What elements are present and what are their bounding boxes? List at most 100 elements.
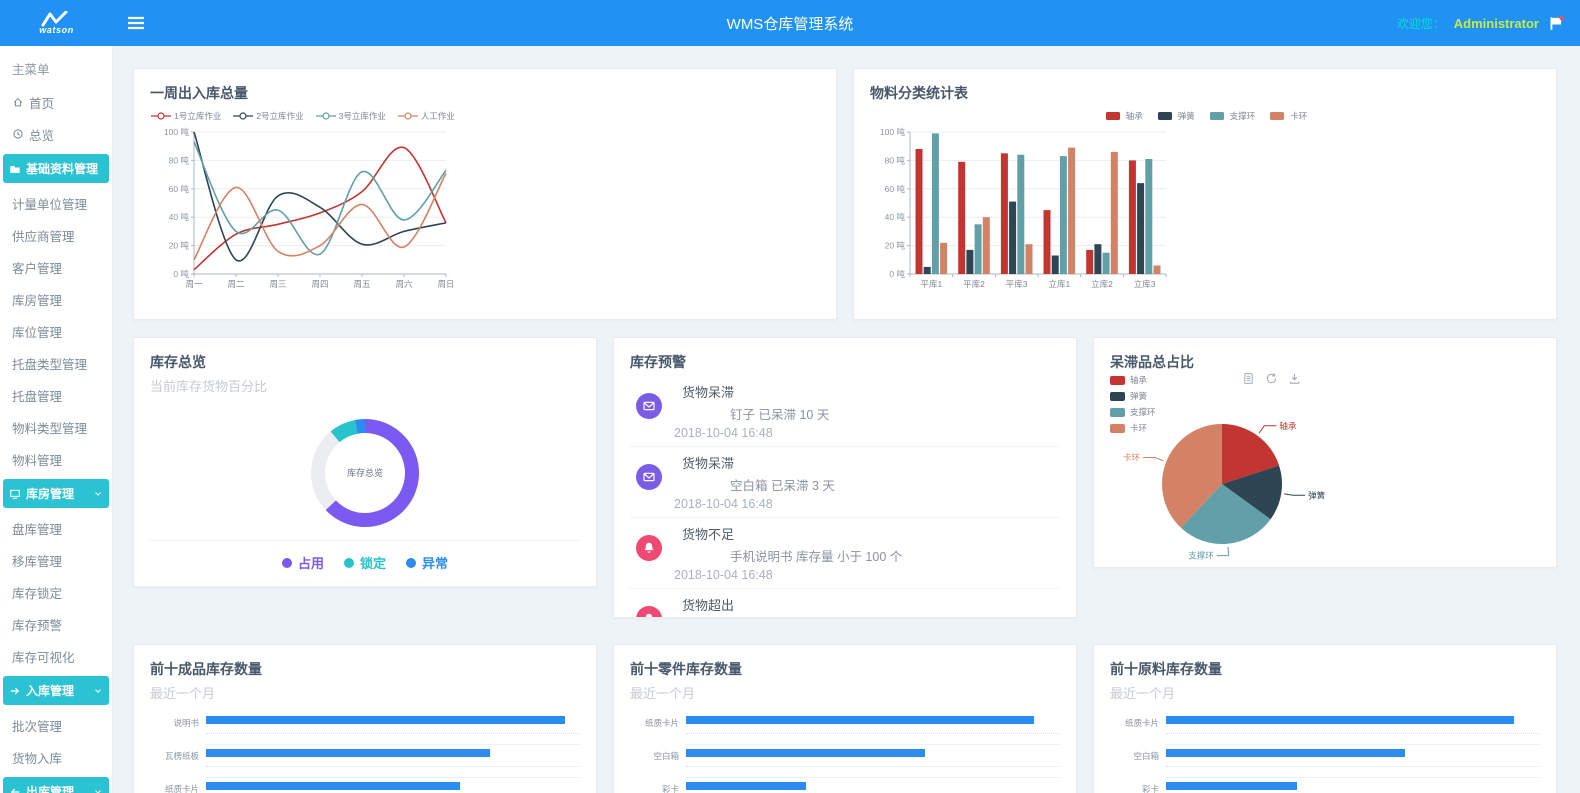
legend-marker: [397, 112, 418, 120]
logo-w-icon: [41, 11, 67, 27]
legend-item[interactable]: 异常: [406, 553, 448, 572]
hbar-label: 空白箱: [653, 751, 679, 761]
legend-label: 卡环: [1290, 111, 1308, 121]
sidebar-item-3[interactable]: 计量单位管理: [0, 187, 112, 219]
download-icon: [1289, 373, 1300, 384]
sidebar-item-1[interactable]: 总览: [0, 118, 112, 150]
warning-item[interactable]: 货物呆滞 空白箱 已呆滞 3 天 2018-10-04 16:48: [630, 447, 1060, 518]
legend-item[interactable]: 弹簧: [1110, 390, 1156, 402]
sidebar-item-17[interactable]: 库存可视化: [0, 640, 112, 672]
sidebar: 主菜单 首页 总览 基础资料管理 计量单位管理 供应商管理 客户管理 库房管理 库位管理 托盘类…: [0, 46, 113, 793]
sidebar-item-4[interactable]: 供应商管理: [0, 219, 112, 251]
legend-item[interactable]: 3号立库作业: [315, 110, 386, 122]
warning-title: 货物超出: [682, 598, 735, 613]
card-title: 物料分类统计表: [870, 85, 968, 101]
legend-label: 异常: [422, 556, 449, 571]
warning-timestamp: 2018-10-04 16:48: [674, 426, 773, 440]
data-view-icon: [1244, 373, 1253, 384]
sidebar-item-15[interactable]: 库存锁定: [0, 576, 112, 608]
sidebar-item-14[interactable]: 移库管理: [0, 544, 112, 576]
svg-text:60 吨: 60 吨: [885, 184, 906, 194]
grid-dotted-line: [206, 733, 580, 734]
svg-text:立库1: 立库1: [1048, 279, 1070, 289]
hbar-track: [1166, 714, 1540, 747]
stagnant-pie-chart: 轴承 弹簧 支撑环 卡环: [1104, 396, 1434, 567]
legend-item[interactable]: 2号立库作业: [233, 110, 304, 122]
svg-text:80 吨: 80 吨: [169, 155, 190, 165]
svg-text:周六: 周六: [395, 279, 413, 289]
grid-solid-line: [686, 777, 1060, 778]
card-top-raw-stock: 前十原料库存数量 最近一个月 纸质卡片空白箱彩卡说明书: [1093, 644, 1557, 793]
card-stagnant-goods-ratio: 呆滞品总占比 轴承 弹簧 支撑环 卡环 轴承 弹簧 支撑环 卡环: [1093, 337, 1557, 568]
svg-text:周日: 周日: [437, 279, 454, 289]
legend-marker: [1157, 112, 1172, 120]
legend-label: 弹簧: [1130, 391, 1148, 401]
legend-item[interactable]: 支撑环: [1110, 406, 1156, 418]
grid-solid-line: [1166, 744, 1540, 745]
sidebar-item-6[interactable]: 库房管理: [0, 283, 112, 315]
sidebar-item-20[interactable]: 货物入库: [0, 741, 112, 773]
refresh-icon: [1266, 373, 1277, 384]
legend-item[interactable]: 弹簧: [1155, 110, 1195, 122]
username[interactable]: Administrator: [1453, 15, 1539, 31]
sidebar-item-18[interactable]: 入库管理: [3, 676, 109, 705]
menu-toggle-button[interactable]: [127, 16, 145, 30]
legend-item[interactable]: 人工作业: [397, 110, 455, 122]
sidebar-item-8[interactable]: 托盘类型管理: [0, 347, 112, 379]
sidebar-item-label: 移库管理: [12, 554, 63, 569]
card-weekly-io-total: 一周出入库总量 1号立库作业 2号立库作业 3号立库作业 人工作业 0 吨 20 吨 40…: [133, 68, 837, 320]
topbar: watson WMS仓库管理系统 欢迎您： Administrator: [0, 0, 1580, 46]
refresh-button[interactable]: [1265, 372, 1278, 385]
card-material-category-stats: 物料分类统计表 轴承 弹簧 支撑环 卡环 0 吨 20 吨 40 吨 60 吨 80 吨 100…: [853, 68, 1557, 320]
sidebar-item-21[interactable]: 出库管理: [3, 777, 109, 793]
sidebar-item-5[interactable]: 客户管理: [0, 251, 112, 283]
bell-icon: [644, 542, 654, 553]
warning-timestamp: 2018-10-04 16:48: [674, 568, 773, 582]
svg-text:周五: 周五: [353, 279, 371, 289]
download-button[interactable]: [1288, 372, 1301, 385]
legend-label: 支撑环: [1229, 111, 1256, 121]
sidebar-item-0[interactable]: 首页: [0, 86, 112, 118]
sidebar-item-9[interactable]: 托盘管理: [0, 379, 112, 411]
sidebar-item-16[interactable]: 库存预警: [0, 608, 112, 640]
welcome-label: 欢迎您：: [1396, 16, 1445, 31]
sidebar-item-19[interactable]: 批次管理: [0, 709, 112, 741]
card-subtitle: 最近一个月: [630, 686, 696, 701]
legend-item[interactable]: 1号立库作业: [151, 110, 221, 122]
sidebar-menu: 首页 总览 基础资料管理 计量单位管理 供应商管理 客户管理 库房管理 库位管理 托盘类型管理托…: [0, 86, 112, 793]
legend-item[interactable]: 卡环: [1110, 422, 1156, 434]
chevron-down-icon: [95, 789, 101, 793]
warning-icon: [636, 535, 662, 561]
sidebar-item-label: 库房管理: [12, 293, 63, 308]
legend-item[interactable]: 支撑环: [1207, 110, 1256, 122]
sidebar-item-7[interactable]: 库位管理: [0, 315, 112, 347]
warning-item[interactable]: 货物呆滞 钉子 已呆滞 10 天 2018-10-04 16:48: [630, 376, 1060, 447]
hbar-label: 说明书: [173, 718, 199, 728]
legend-item[interactable]: 占用: [281, 553, 324, 572]
sidebar-item-13[interactable]: 盘库管理: [0, 512, 112, 544]
svg-text:0 吨: 0 吨: [889, 269, 905, 279]
hbar-row: 彩卡: [1110, 780, 1540, 793]
flag-icon[interactable]: [1548, 15, 1564, 31]
sidebar-item-11[interactable]: 物料管理: [0, 443, 112, 475]
brand-logo[interactable]: watson: [0, 0, 113, 46]
main-content: 一周出入库总量 1号立库作业 2号立库作业 3号立库作业 人工作业 0 吨 20 吨 40…: [113, 0, 1580, 793]
legend-item[interactable]: 卡环: [1267, 110, 1307, 122]
legend-item[interactable]: 轴承: [1110, 374, 1156, 386]
legend-label: 锁定: [359, 556, 386, 571]
data-view-button[interactable]: [1242, 372, 1255, 385]
raw-hbar-chart: 纸质卡片空白箱彩卡说明书: [1110, 714, 1540, 793]
legend-label: 轴承: [1125, 111, 1143, 121]
grid-solid-line: [206, 777, 580, 778]
legend-item[interactable]: 锁定: [343, 553, 386, 572]
legend-label: 卡环: [1130, 423, 1148, 433]
sidebar-item-2[interactable]: 基础资料管理: [3, 154, 109, 183]
legend-item[interactable]: 轴承: [1103, 110, 1143, 122]
card-title: 呆滞品总占比: [1110, 354, 1194, 370]
hbar-row: 彩卡: [630, 780, 1060, 793]
sidebar-item-10[interactable]: 物料类型管理: [0, 411, 112, 443]
grid-dotted-line: [686, 766, 1060, 767]
sidebar-item-12[interactable]: 库房管理: [3, 479, 109, 508]
warning-item[interactable]: 货物不足 手机说明书 库存量 小于 100 个 2018-10-04 16:48: [630, 518, 1060, 589]
